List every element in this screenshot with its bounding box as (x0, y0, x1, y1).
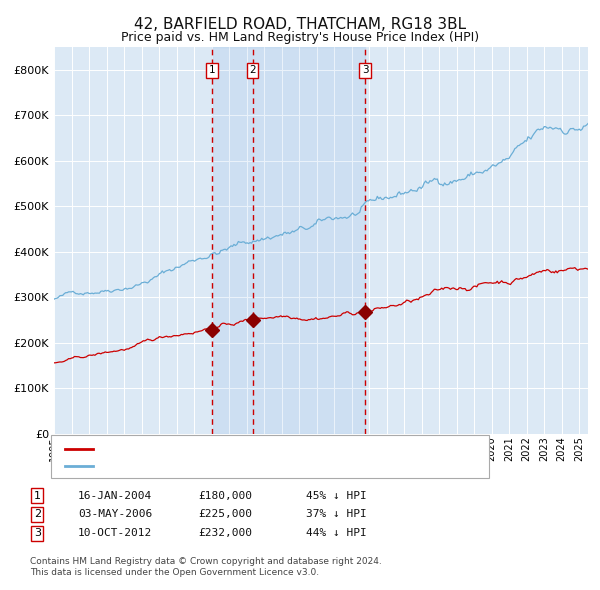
Text: 44% ↓ HPI: 44% ↓ HPI (306, 529, 367, 538)
Text: £225,000: £225,000 (198, 510, 252, 519)
Text: 2: 2 (249, 65, 256, 76)
Text: 42, BARFIELD ROAD, THATCHAM, RG18 3BL (detached house): 42, BARFIELD ROAD, THATCHAM, RG18 3BL (d… (96, 444, 416, 454)
Text: 1: 1 (34, 491, 41, 500)
Text: 2: 2 (34, 510, 41, 519)
Text: 16-JAN-2004: 16-JAN-2004 (78, 491, 152, 500)
Text: 45% ↓ HPI: 45% ↓ HPI (306, 491, 367, 500)
Text: 3: 3 (362, 65, 368, 76)
Text: 42, BARFIELD ROAD, THATCHAM, RG18 3BL: 42, BARFIELD ROAD, THATCHAM, RG18 3BL (134, 17, 466, 31)
Bar (212, 47, 365, 434)
Text: HPI: Average price, detached house, West Berkshire: HPI: Average price, detached house, West… (96, 461, 367, 471)
Text: 10-OCT-2012: 10-OCT-2012 (78, 529, 152, 538)
Text: Contains HM Land Registry data © Crown copyright and database right 2024.: Contains HM Land Registry data © Crown c… (30, 558, 382, 566)
Text: This data is licensed under the Open Government Licence v3.0.: This data is licensed under the Open Gov… (30, 568, 319, 577)
Text: Price paid vs. HM Land Registry's House Price Index (HPI): Price paid vs. HM Land Registry's House … (121, 31, 479, 44)
Text: £180,000: £180,000 (198, 491, 252, 500)
Text: 3: 3 (34, 529, 41, 538)
Text: 37% ↓ HPI: 37% ↓ HPI (306, 510, 367, 519)
Text: £232,000: £232,000 (198, 529, 252, 538)
Text: 1: 1 (209, 65, 215, 76)
Text: 03-MAY-2006: 03-MAY-2006 (78, 510, 152, 519)
